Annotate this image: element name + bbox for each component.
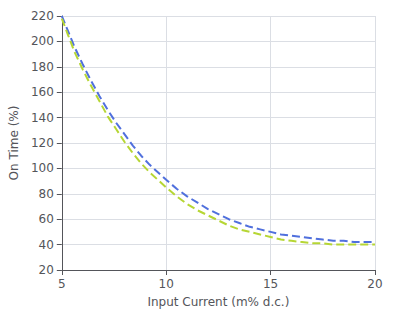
svg-text:180: 180 bbox=[31, 60, 54, 74]
svg-text:220: 220 bbox=[31, 9, 54, 23]
svg-text:Input Current (m% d.c.): Input Current (m% d.c.) bbox=[147, 295, 289, 309]
svg-text:100: 100 bbox=[31, 161, 54, 175]
svg-text:10: 10 bbox=[159, 277, 174, 291]
svg-text:120: 120 bbox=[31, 136, 54, 150]
svg-text:200: 200 bbox=[31, 34, 54, 48]
svg-text:20: 20 bbox=[39, 263, 54, 277]
svg-text:60: 60 bbox=[39, 212, 54, 226]
svg-text:160: 160 bbox=[31, 85, 54, 99]
svg-text:On Time (%): On Time (%) bbox=[7, 106, 21, 181]
svg-text:15: 15 bbox=[263, 277, 278, 291]
svg-text:40: 40 bbox=[39, 238, 54, 252]
svg-text:20: 20 bbox=[367, 277, 382, 291]
svg-text:80: 80 bbox=[39, 187, 54, 201]
svg-text:140: 140 bbox=[31, 111, 54, 125]
svg-text:5: 5 bbox=[58, 277, 66, 291]
